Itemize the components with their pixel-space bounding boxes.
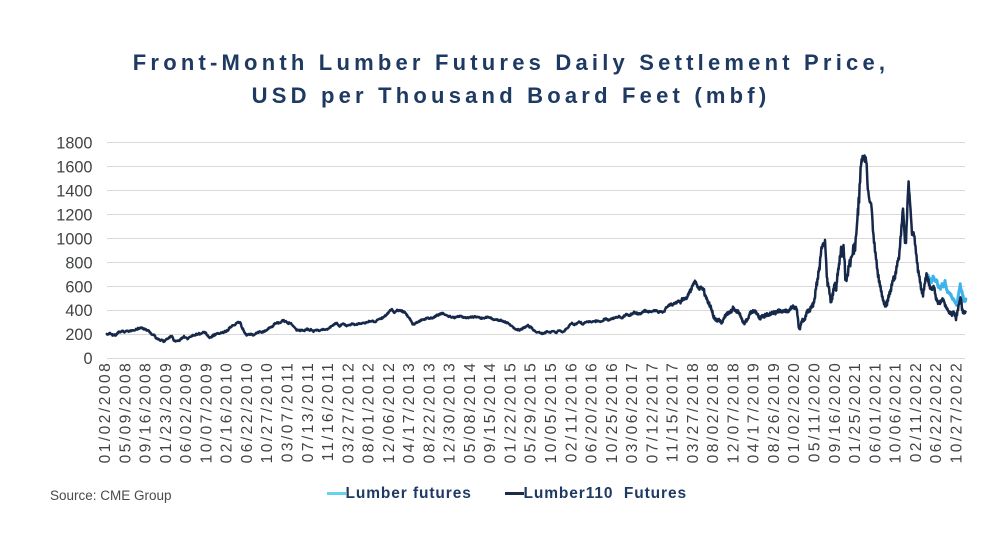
svg-text:05/29/2015: 05/29/2015 xyxy=(523,361,540,464)
svg-text:600: 600 xyxy=(65,278,92,296)
svg-text:03/06/2017: 03/06/2017 xyxy=(624,361,641,464)
svg-text:10/06/2021: 10/06/2021 xyxy=(888,361,905,464)
svg-text:01/02/2008: 01/02/2008 xyxy=(97,361,114,464)
svg-text:05/08/2014: 05/08/2014 xyxy=(462,361,479,464)
svg-text:12/30/2013: 12/30/2013 xyxy=(442,361,459,464)
svg-text:03/07/2011: 03/07/2011 xyxy=(279,361,296,462)
svg-text:01/23/2009: 01/23/2009 xyxy=(158,361,175,464)
svg-text:08/22/2013: 08/22/2013 xyxy=(421,361,438,464)
svg-text:10/25/2016: 10/25/2016 xyxy=(604,361,621,464)
svg-text:400: 400 xyxy=(65,302,92,320)
svg-text:06/20/2016: 06/20/2016 xyxy=(584,361,601,464)
svg-text:02/11/2016: 02/11/2016 xyxy=(563,361,580,462)
svg-text:04/17/2019: 04/17/2019 xyxy=(746,361,763,464)
svg-text:09/15/2014: 09/15/2014 xyxy=(482,361,499,464)
svg-text:0: 0 xyxy=(83,350,92,368)
svg-text:06/02/2009: 06/02/2009 xyxy=(178,361,195,464)
svg-text:08/02/2018: 08/02/2018 xyxy=(705,361,722,464)
svg-text:10/07/2009: 10/07/2009 xyxy=(198,361,215,464)
svg-text:800: 800 xyxy=(65,254,92,272)
svg-text:1000: 1000 xyxy=(56,230,92,248)
svg-text:06/01/2021: 06/01/2021 xyxy=(867,361,884,464)
svg-text:10/27/2022: 10/27/2022 xyxy=(948,361,965,464)
svg-text:07/13/2011: 07/13/2011 xyxy=(300,361,317,462)
svg-text:05/09/2008: 05/09/2008 xyxy=(117,361,134,464)
svg-text:11/15/2017: 11/15/2017 xyxy=(665,361,682,462)
svg-text:06/22/2022: 06/22/2022 xyxy=(928,361,945,464)
svg-text:12/07/2018: 12/07/2018 xyxy=(725,361,742,464)
svg-text:05/11/2020: 05/11/2020 xyxy=(807,361,824,462)
svg-text:1600: 1600 xyxy=(56,159,92,177)
svg-text:07/12/2017: 07/12/2017 xyxy=(644,361,661,464)
svg-text:02/11/2022: 02/11/2022 xyxy=(908,361,925,462)
svg-text:10/05/2015: 10/05/2015 xyxy=(543,361,560,464)
svg-text:02/16/2010: 02/16/2010 xyxy=(219,361,236,464)
svg-text:1400: 1400 xyxy=(56,183,92,201)
svg-text:04/17/2013: 04/17/2013 xyxy=(401,361,418,464)
svg-text:09/16/2020: 09/16/2020 xyxy=(827,361,844,464)
svg-text:11/16/2011: 11/16/2011 xyxy=(320,361,337,461)
svg-text:200: 200 xyxy=(65,326,92,344)
svg-text:12/06/2012: 12/06/2012 xyxy=(381,361,398,464)
svg-text:10/27/2010: 10/27/2010 xyxy=(259,361,276,464)
svg-text:01/25/2021: 01/25/2021 xyxy=(847,361,864,464)
svg-text:03/27/2012: 03/27/2012 xyxy=(340,361,357,464)
svg-text:09/16/2008: 09/16/2008 xyxy=(138,361,155,464)
svg-text:08/26/2019: 08/26/2019 xyxy=(766,361,783,464)
svg-text:1200: 1200 xyxy=(56,206,92,224)
svg-text:1800: 1800 xyxy=(56,135,92,153)
svg-text:06/22/2010: 06/22/2010 xyxy=(239,361,256,464)
svg-text:03/27/2018: 03/27/2018 xyxy=(685,361,702,464)
svg-text:01/02/2020: 01/02/2020 xyxy=(786,361,803,464)
svg-text:01/22/2015: 01/22/2015 xyxy=(502,361,519,464)
svg-text:08/01/2012: 08/01/2012 xyxy=(361,361,378,464)
